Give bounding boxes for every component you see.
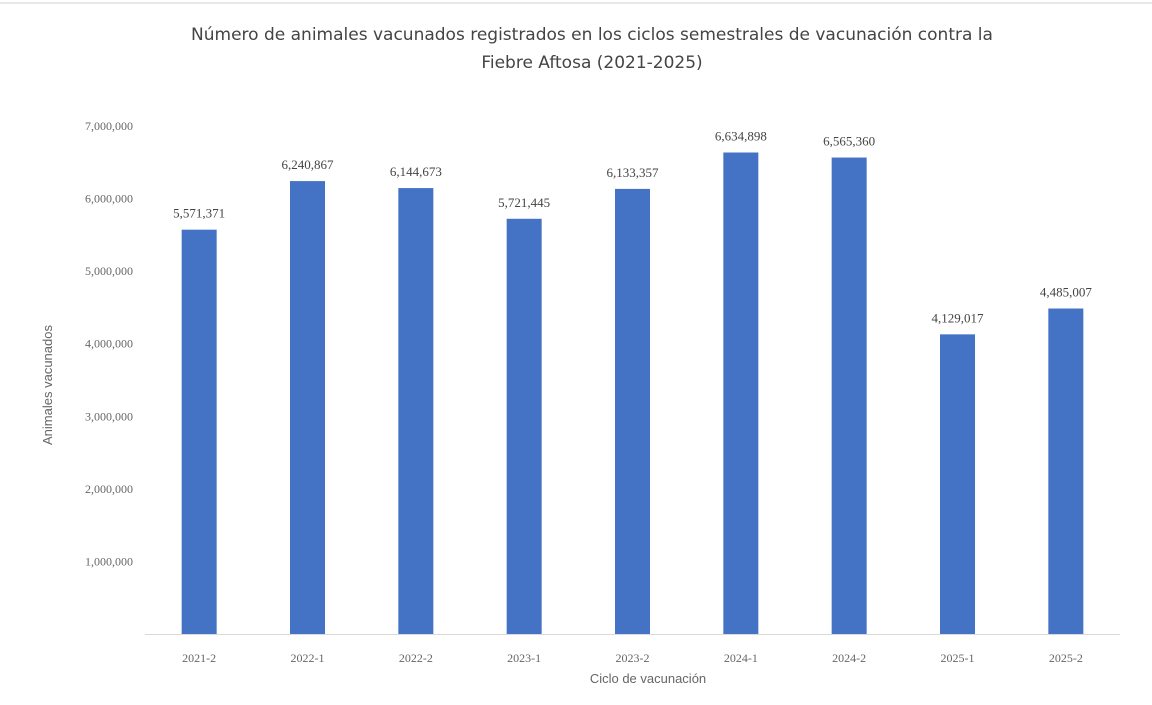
data-labels-group: 5,571,371 6,240,867 6,144,673 5,721,445 6,13…: [173, 128, 1092, 325]
x-axis-title: Ciclo de vacunación: [590, 671, 706, 686]
bar: [723, 152, 759, 634]
data-label: 6,565,360: [823, 134, 875, 149]
data-label: 5,721,445: [498, 195, 550, 210]
x-tick-label: 2023-1: [507, 651, 541, 665]
chart-title-line-1: Número de animales vacunados registrados…: [191, 25, 993, 45]
y-axis-title: Animales vacunados: [40, 325, 55, 445]
data-label: 6,133,357: [607, 165, 660, 180]
bar: [831, 157, 867, 634]
x-tick-label: 2024-2: [832, 651, 866, 665]
bars-group: [181, 152, 1084, 634]
x-tick-label: 2021-2: [182, 651, 216, 665]
x-axis-tick-labels: 2021-2 2022-1 2022-2 2023-1 2023-2 2024-1 2024…: [182, 651, 1083, 665]
data-label: 6,634,898: [715, 128, 767, 143]
data-label: 5,571,371: [173, 206, 225, 221]
y-tick-label: 1,000,000: [85, 554, 133, 568]
bar: [506, 218, 542, 634]
x-tick-label: 2022-2: [399, 651, 433, 665]
y-tick-label: 7,000,000: [85, 119, 133, 133]
chart-title-line-2: Fiebre Aftosa (2021-2025): [481, 53, 702, 73]
y-axis-tick-labels: 1,000,000 2,000,000 3,000,000 4,000,000 5,00…: [85, 119, 133, 568]
x-tick-label: 2025-1: [941, 651, 975, 665]
y-tick-label: 6,000,000: [85, 192, 133, 206]
data-label: 4,129,017: [932, 310, 985, 325]
x-tick-label: 2024-1: [724, 651, 758, 665]
y-tick-label: 3,000,000: [85, 409, 133, 423]
bar: [181, 229, 217, 634]
y-tick-label: 2,000,000: [85, 482, 133, 496]
bar: [1048, 308, 1084, 634]
x-tick-label: 2022-1: [291, 651, 325, 665]
y-tick-label: 4,000,000: [85, 337, 133, 351]
bar: [615, 188, 650, 634]
x-tick-label: 2025-2: [1049, 651, 1083, 665]
y-tick-label: 5,000,000: [85, 264, 133, 278]
data-label: 6,144,673: [390, 164, 442, 179]
data-label: 4,485,007: [1040, 285, 1093, 300]
x-tick-label: 2023-2: [616, 651, 650, 665]
bar: [940, 334, 975, 634]
bar: [398, 188, 434, 634]
bar: [290, 181, 325, 634]
data-label: 6,240,867: [282, 157, 335, 172]
